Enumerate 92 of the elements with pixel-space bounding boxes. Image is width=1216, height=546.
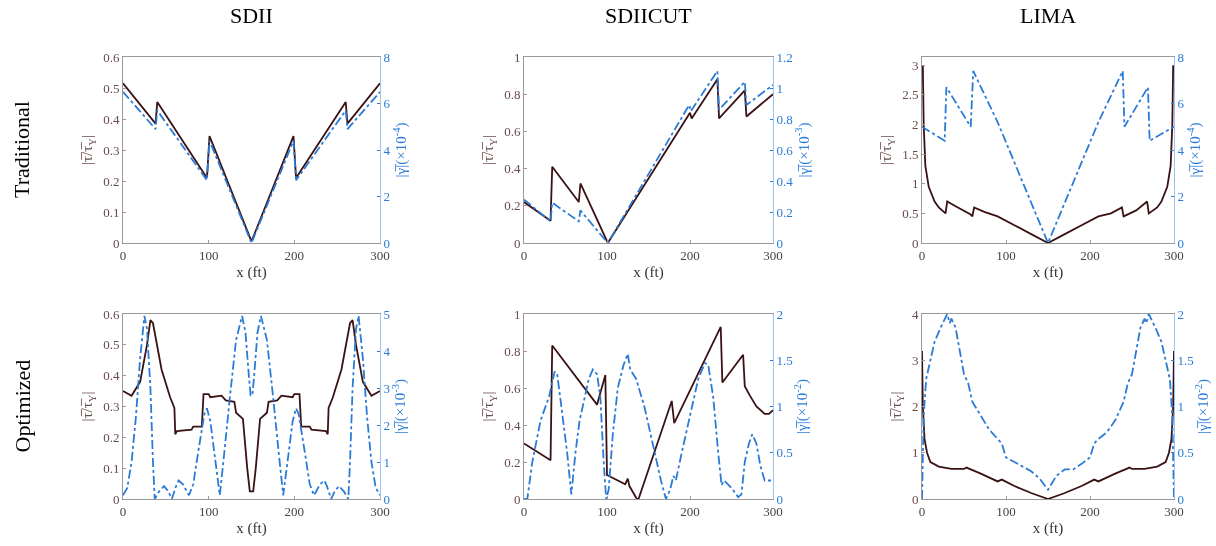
- y2-tick-label: 1: [383, 454, 391, 470]
- y-tick-label: 0.5: [902, 205, 919, 221]
- line-series: [922, 350, 1174, 499]
- x-tick-label: 100: [996, 247, 1016, 263]
- x-axis-title: x (ft): [1032, 519, 1064, 537]
- y-tick-label: 1: [911, 445, 919, 461]
- y2-tick-label: 2: [1177, 189, 1185, 205]
- x-axis-title: x (ft): [1032, 263, 1064, 281]
- y-tick-label: 0.8: [504, 343, 521, 359]
- y-tick-label: 0: [112, 235, 120, 251]
- y-tick-label: 0.8: [504, 86, 521, 102]
- y-tick-label: 0.3: [103, 142, 120, 158]
- y2-tick-label: 6: [1177, 96, 1185, 112]
- y2-tick-label: 1: [776, 399, 784, 415]
- y-tick-label: 0: [911, 491, 919, 507]
- x-axis-title: x (ft): [236, 519, 267, 537]
- chart-title: SDII: [230, 3, 273, 28]
- y2-tick-label: 1.5: [776, 352, 793, 368]
- y-tick-label: 2: [911, 399, 919, 415]
- x-tick-label: 100: [597, 247, 617, 263]
- y2-tick-label: 8: [1177, 49, 1185, 65]
- y2-tick-label: 2: [383, 189, 391, 205]
- y-tick-label: 1: [911, 176, 919, 192]
- y2-tick-label: 0.8: [776, 111, 793, 127]
- y-tick-label: 0.5: [103, 80, 120, 96]
- y2-tick-label: 0.6: [776, 142, 794, 158]
- chart-title: SDIICUT: [605, 3, 693, 28]
- y-tick-label: 3: [911, 57, 919, 73]
- y-tick-label: 0.4: [504, 417, 521, 433]
- y2-tick-label: 0.5: [776, 445, 793, 461]
- y2-tick-label: 0.4: [776, 173, 794, 189]
- y-tick-label: 1: [513, 306, 521, 322]
- y2-tick-label: 3: [383, 380, 391, 396]
- y2-tick-label: 2: [776, 306, 784, 322]
- y2-tick-label: 2: [383, 417, 391, 433]
- x-tick-label: 100: [198, 503, 219, 519]
- text: Traditional: [9, 101, 34, 198]
- x-tick-label: 200: [284, 247, 305, 263]
- y-tick-label: 0.2: [103, 429, 120, 445]
- line-series: [922, 314, 1174, 499]
- y2-tick-label: 2: [1177, 306, 1185, 322]
- y2-tick-label: 0.2: [776, 204, 793, 220]
- y-tick-label: 0.4: [103, 368, 120, 384]
- y2-tick-label: 4: [1177, 142, 1185, 158]
- chart-title: LIMA: [1020, 3, 1077, 28]
- y-tick-label: 0: [911, 235, 919, 251]
- y-tick-label: 2.5: [902, 87, 919, 103]
- x-axis-title: x (ft): [633, 263, 664, 281]
- y-tick-label: 0.2: [504, 198, 521, 214]
- y-tick-label: 0: [112, 491, 120, 507]
- y-tick-label: 1: [513, 49, 521, 65]
- y2-tick-label: 0.5: [1177, 445, 1194, 461]
- y-tick-label: 0: [513, 235, 521, 251]
- x-tick-label: 200: [284, 503, 305, 519]
- x-tick-label: 100: [597, 503, 617, 519]
- y-tick-label: 0.4: [504, 161, 521, 177]
- y2-tick-label: 6: [383, 96, 391, 112]
- y-tick-label: 2: [911, 117, 919, 133]
- y-tick-label: 0.6: [504, 380, 521, 396]
- y2-tick-label: 1: [1177, 399, 1185, 415]
- x-axis-title: x (ft): [633, 519, 664, 537]
- y-tick-label: 3: [911, 352, 919, 368]
- x-axis-title: x (ft): [236, 263, 267, 281]
- x-tick-label: 100: [198, 247, 219, 263]
- x-tick-label: 200: [680, 247, 700, 263]
- y-tick-label: 0.1: [103, 204, 120, 220]
- y-tick-label: 0.4: [103, 111, 120, 127]
- y2-tick-label: 8: [383, 49, 391, 65]
- y2-tick-label: 1.5: [1177, 352, 1194, 368]
- y-tick-label: 0.1: [103, 460, 120, 476]
- y2-tick-label: 5: [383, 306, 391, 322]
- y2-tick-label: 1: [776, 80, 784, 96]
- y-tick-label: 0.2: [103, 173, 120, 189]
- line-series: [524, 352, 773, 499]
- y-tick-label: 0.6: [103, 306, 120, 322]
- y-tick-label: 1.5: [902, 146, 919, 162]
- y-tick-label: 0: [513, 491, 521, 507]
- x-tick-label: 200: [1080, 247, 1100, 263]
- y2-tick-label: 4: [383, 142, 391, 158]
- x-tick-label: 100: [996, 503, 1016, 519]
- y-tick-label: 0.3: [103, 399, 120, 415]
- y-tick-label: 0.2: [504, 454, 521, 470]
- line-series: [524, 326, 773, 499]
- text: Optimized: [9, 359, 35, 453]
- y2-tick-label: 1.2: [776, 49, 793, 65]
- y2-tick-label: 4: [383, 343, 391, 359]
- y-tick-label: 4: [911, 306, 919, 322]
- x-tick-label: 200: [1080, 503, 1100, 519]
- x-tick-label: 200: [680, 503, 700, 519]
- y-tick-label: 0.6: [103, 49, 120, 65]
- y-tick-label: 0.6: [504, 123, 521, 139]
- y-tick-label: 0.5: [103, 337, 120, 353]
